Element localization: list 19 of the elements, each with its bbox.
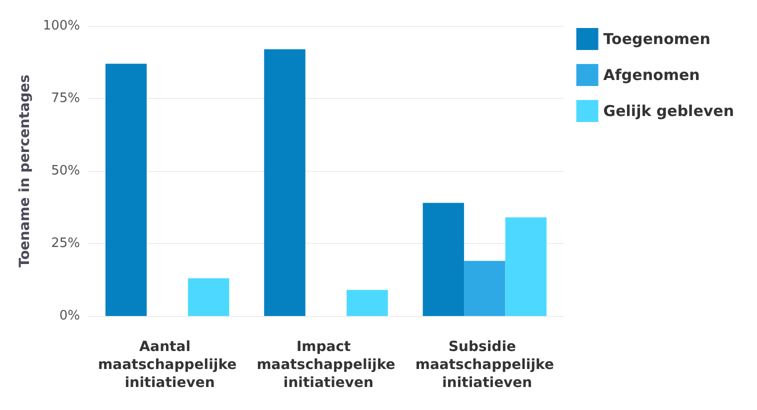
bar xyxy=(505,217,547,316)
x-tick-label: Impact maatschappelijke initiatieven xyxy=(256,339,396,391)
bar xyxy=(188,278,230,316)
bar xyxy=(105,64,147,316)
y-tick-label: 0% xyxy=(59,308,80,324)
bar xyxy=(422,202,464,316)
bar xyxy=(464,260,506,316)
x-tick-label: Subsidie maatschappelijke initiatieven xyxy=(415,339,554,391)
bar xyxy=(264,49,306,316)
bar xyxy=(346,290,388,316)
legend-label: Toegenomen xyxy=(603,30,710,48)
y-tick-label: 50% xyxy=(51,164,80,178)
y-tick-label: 25% xyxy=(51,236,80,251)
y-axis-title: Toename in percentages xyxy=(16,74,33,268)
y-tick-label: 100% xyxy=(42,18,80,34)
legend-label: Afgenomen xyxy=(603,66,700,84)
x-tick-label: Aantal maatschappelijke initiatieven xyxy=(98,339,237,391)
y-tick-label: 75% xyxy=(51,91,80,106)
legend-label: Gelijk gebleven xyxy=(603,102,734,120)
